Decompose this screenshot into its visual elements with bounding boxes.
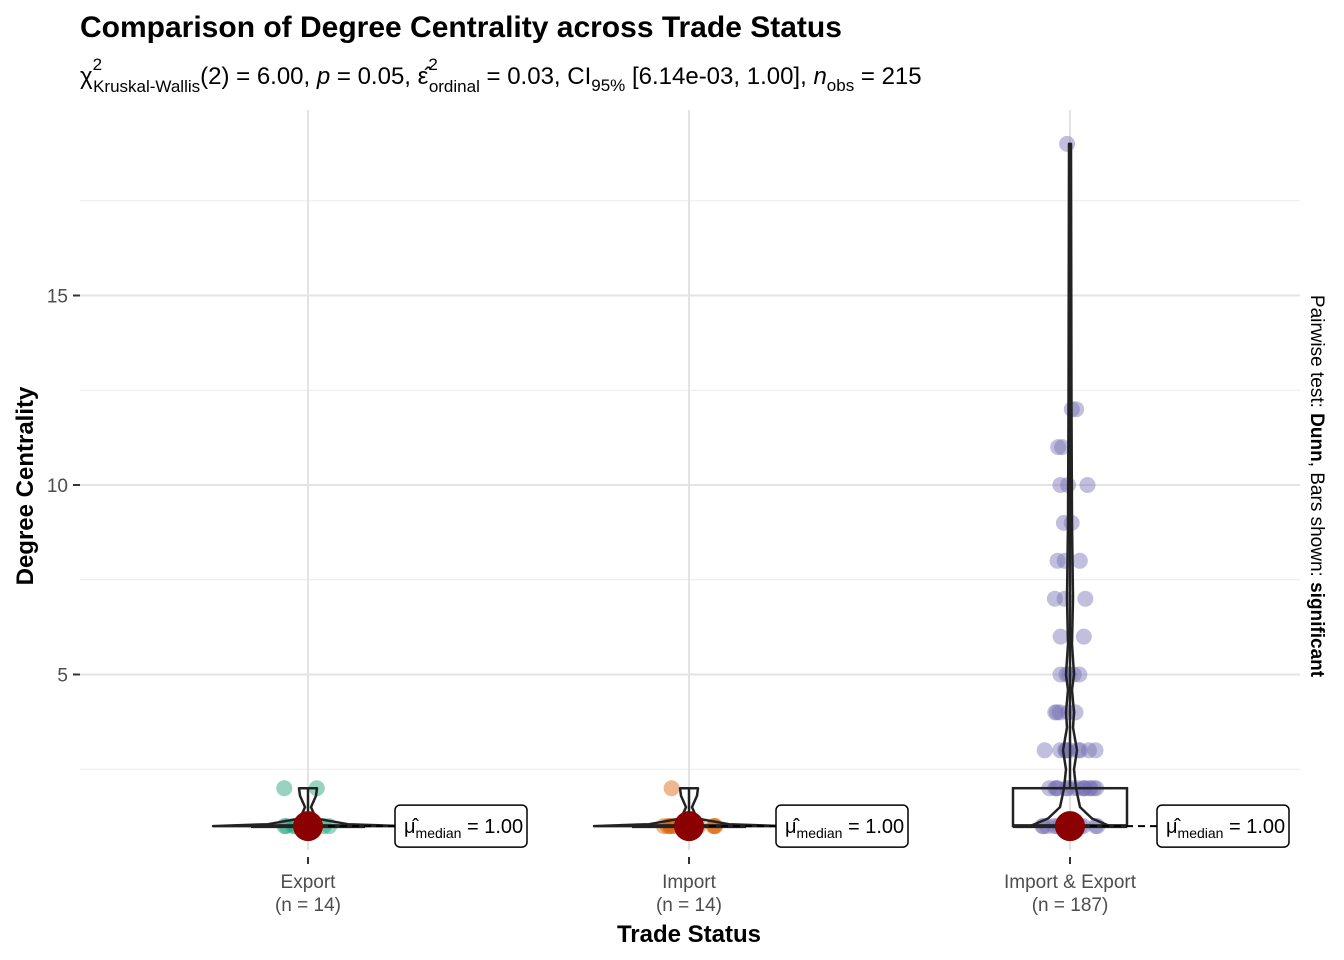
data-point bbox=[1087, 742, 1104, 759]
y-axis: 5 10 15 bbox=[47, 287, 80, 687]
data-point bbox=[1056, 590, 1073, 607]
data-point bbox=[663, 780, 680, 797]
plot-marks: μ̂median = 1.00 μ̂median = 1.00 μ̂median =… bbox=[211, 135, 1290, 848]
data-point bbox=[276, 780, 293, 797]
y-tick-label: 5 bbox=[57, 666, 68, 687]
y-axis-title: Degree Centrality bbox=[12, 386, 39, 585]
data-point bbox=[1079, 477, 1096, 493]
data-point bbox=[1060, 704, 1077, 721]
data-point bbox=[1052, 628, 1069, 645]
data-point bbox=[1080, 742, 1097, 759]
y-tick-label: 10 bbox=[47, 476, 68, 497]
data-point bbox=[1036, 742, 1053, 759]
pairwise-caption: Pairwise test: Dunn, Bars shown: signifi… bbox=[1306, 295, 1327, 678]
data-point bbox=[1052, 666, 1069, 683]
y-tick-label: 15 bbox=[47, 287, 68, 308]
chart-title: Comparison of Degree Centrality across T… bbox=[80, 11, 842, 44]
x-axis-title: Trade Status bbox=[617, 921, 761, 948]
data-point bbox=[1071, 552, 1088, 569]
chart-subtitle: χ2 Kruskal-Wallis(2) = 6.00, p = 0.05, ε̂… bbox=[80, 55, 922, 96]
median-label-box bbox=[775, 804, 909, 848]
data-point bbox=[1077, 590, 1094, 607]
data-point bbox=[1058, 742, 1075, 759]
grid-lines bbox=[80, 110, 1300, 850]
median-label: μ̂median = 1.00 bbox=[785, 816, 904, 841]
data-point bbox=[1048, 704, 1065, 721]
x-count-label: (n = 14) bbox=[656, 895, 722, 916]
median-label: μ̂median = 1.00 bbox=[1166, 816, 1285, 841]
data-point bbox=[1071, 666, 1088, 683]
data-point bbox=[1049, 552, 1066, 569]
median-point bbox=[293, 811, 323, 842]
median-label-box bbox=[1156, 804, 1290, 848]
data-point bbox=[1052, 704, 1069, 721]
x-axis: Export(n = 14)Import(n = 14)Import & Exp… bbox=[275, 857, 1137, 916]
data-point bbox=[1075, 628, 1092, 645]
data-point bbox=[1050, 439, 1067, 456]
data-point bbox=[1047, 704, 1064, 721]
data-point bbox=[1052, 477, 1069, 493]
x-tick-label: Import & Export bbox=[1004, 872, 1137, 893]
data-point bbox=[1046, 590, 1063, 607]
data-point bbox=[1059, 135, 1076, 152]
x-count-label: (n = 187) bbox=[1032, 895, 1109, 916]
x-tick-label: Import bbox=[662, 872, 717, 893]
median-point bbox=[1055, 811, 1085, 842]
data-point bbox=[1067, 704, 1084, 721]
x-count-label: (n = 14) bbox=[275, 895, 341, 916]
x-tick-label: Export bbox=[281, 872, 337, 893]
median-point bbox=[674, 811, 704, 842]
median-label-box bbox=[394, 804, 528, 848]
data-point bbox=[1054, 439, 1071, 456]
